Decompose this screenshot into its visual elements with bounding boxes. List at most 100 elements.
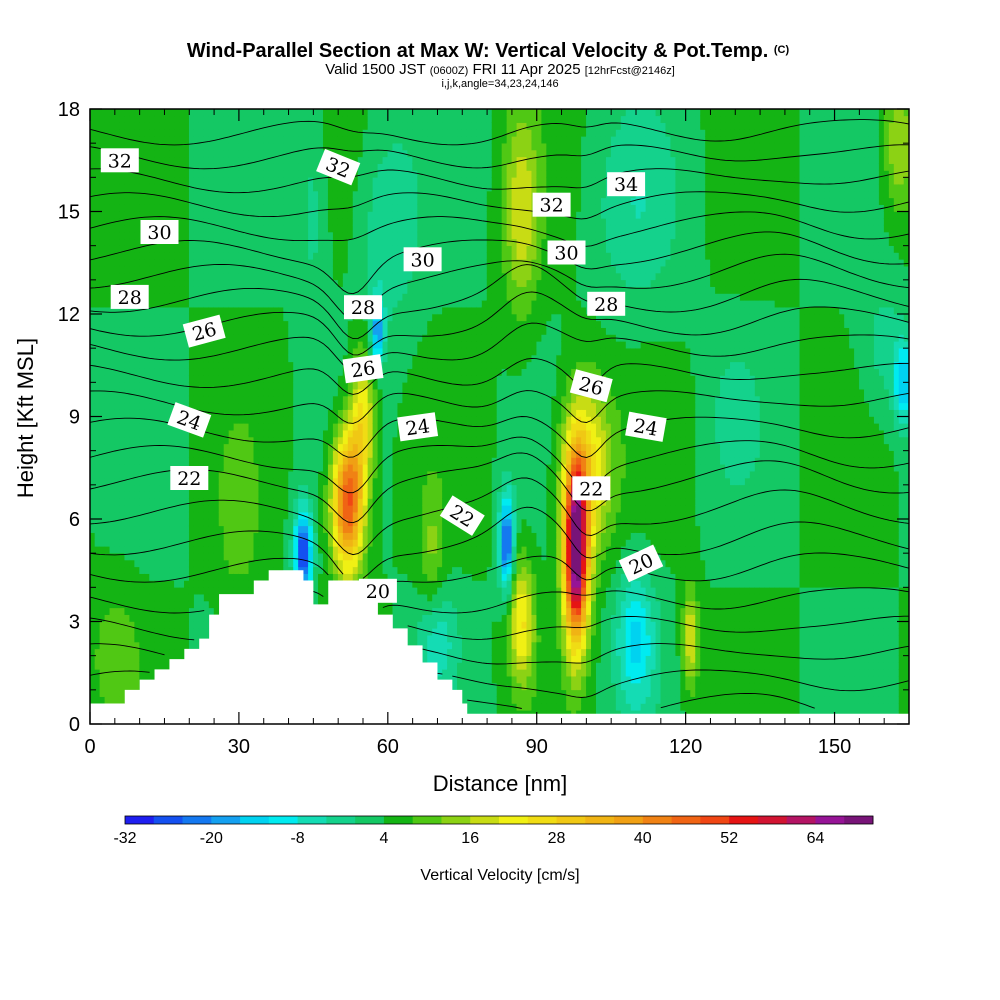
isentrope-line xyxy=(90,669,909,698)
contour-label: 32 xyxy=(100,148,139,173)
colorbar-swatch xyxy=(585,816,615,824)
contour-label-text: 30 xyxy=(147,222,171,244)
isentrope-line xyxy=(90,506,909,579)
colorbar-swatch xyxy=(125,816,155,824)
y-tick-label: 0 xyxy=(69,714,80,736)
contour-label-text: 30 xyxy=(411,249,435,271)
colorbar-swatch xyxy=(470,816,500,824)
colorbar-tick-label: -20 xyxy=(200,830,223,847)
contour-label-box xyxy=(587,291,626,316)
contour-label-text: 26 xyxy=(350,357,377,382)
colorbar-tick-label: 52 xyxy=(720,830,738,847)
y-axis-label: Height [Kft MSL] xyxy=(13,338,38,498)
contour-label-box xyxy=(170,466,209,490)
colorbar-swatch xyxy=(153,816,183,824)
colorbar-swatch xyxy=(527,816,557,824)
isentrope-line xyxy=(90,322,909,372)
contour-label-box xyxy=(110,284,149,309)
contour-label-box xyxy=(397,412,439,442)
contour-label: 26 xyxy=(182,314,226,348)
contour-label: 22 xyxy=(170,466,209,490)
x-tick-label: 0 xyxy=(84,736,95,758)
colorbar-tick-label: -32 xyxy=(113,830,136,847)
isentrope-line xyxy=(90,168,909,194)
colorbar-swatch xyxy=(383,816,414,824)
contour-label-text: 28 xyxy=(594,294,618,316)
contour-label: 30 xyxy=(547,240,586,265)
contour-label: 30 xyxy=(403,247,442,272)
colorbar-swatch xyxy=(211,816,241,824)
isentrope-line xyxy=(90,144,909,170)
contour-label-box xyxy=(316,148,361,186)
colorbar-frame xyxy=(124,815,874,825)
chart-subtitle: Valid 1500 JST (0600Z) FRI 11 Apr 2025 [… xyxy=(325,61,675,78)
contour-label-box xyxy=(140,220,179,244)
terrain xyxy=(90,570,909,724)
contour-label: 28 xyxy=(110,284,149,309)
contour-label: 22 xyxy=(572,476,611,501)
contour-label: 30 xyxy=(140,220,179,244)
contour-label: 32 xyxy=(316,148,361,186)
contour-label-text: 22 xyxy=(177,468,201,490)
x-tick-label: 60 xyxy=(377,736,399,758)
contour-label-box xyxy=(625,411,667,442)
isentrope-line xyxy=(90,357,909,395)
contour-label: 24 xyxy=(625,411,667,442)
contour-label: 28 xyxy=(344,295,382,320)
y-tick-label: 12 xyxy=(58,304,80,326)
y-tick-label: 6 xyxy=(69,509,80,531)
isentrope-line xyxy=(90,231,909,295)
isentrope-line xyxy=(90,587,909,614)
contour-label: 32 xyxy=(532,192,571,217)
colorbar-tick-label: 4 xyxy=(379,830,388,847)
colorbar-swatch xyxy=(182,816,212,824)
contour-label-box xyxy=(547,240,586,265)
contour-label: 20 xyxy=(358,578,397,603)
y-tick-label: 9 xyxy=(69,407,80,429)
contour-label: 28 xyxy=(587,291,626,316)
isentrope-line xyxy=(90,253,909,320)
y-tick-label: 18 xyxy=(58,99,80,121)
isentrope-line xyxy=(90,615,909,641)
colorbar-tick-label: 40 xyxy=(634,830,652,847)
contour-label-box xyxy=(403,247,442,272)
chart-title: Wind-Parallel Section at Max W: Vertical… xyxy=(187,40,790,62)
isentrope-line xyxy=(90,264,909,340)
contour-label-box xyxy=(532,192,571,217)
y-tick-label: 15 xyxy=(58,202,80,224)
isentrope-line xyxy=(90,452,909,524)
colorbar-swatch xyxy=(757,816,788,824)
isentrope-line xyxy=(90,119,909,146)
contour-label-box xyxy=(572,476,611,501)
isentrope-line xyxy=(90,291,909,356)
colorbar-swatch xyxy=(700,816,730,824)
colorbar-swatch xyxy=(671,816,701,824)
contour-label: 26 xyxy=(569,369,613,403)
contour-label-box xyxy=(358,578,397,603)
colorbar-swatch xyxy=(326,816,356,824)
colorbar-swatch xyxy=(844,816,874,824)
x-tick-label: 150 xyxy=(818,736,851,758)
colorbar-tick-label: 28 xyxy=(548,830,566,847)
x-tick-label: 30 xyxy=(228,736,250,758)
contour-label-box xyxy=(607,172,646,197)
isentrope-line xyxy=(90,436,909,494)
colorbar-swatch xyxy=(642,816,673,824)
contour-label-box xyxy=(344,295,382,320)
colorbar-swatch xyxy=(268,816,299,824)
contour-label: 24 xyxy=(397,412,439,442)
copyright-mark: (C) xyxy=(774,44,790,56)
isentrope-line xyxy=(90,416,909,458)
x-tick-label: 90 xyxy=(526,736,548,758)
isentrope-contours xyxy=(90,119,909,709)
contour-label-box xyxy=(618,544,664,583)
contour-label-box xyxy=(569,369,613,403)
velocity-field xyxy=(90,109,909,724)
contour-label-box xyxy=(342,354,384,384)
colorbar-swatch xyxy=(815,816,845,824)
contour-label-box xyxy=(100,148,139,173)
contour-label: 34 xyxy=(607,172,646,197)
colorbar-swatch xyxy=(786,816,816,824)
contour-label-box xyxy=(182,314,226,348)
